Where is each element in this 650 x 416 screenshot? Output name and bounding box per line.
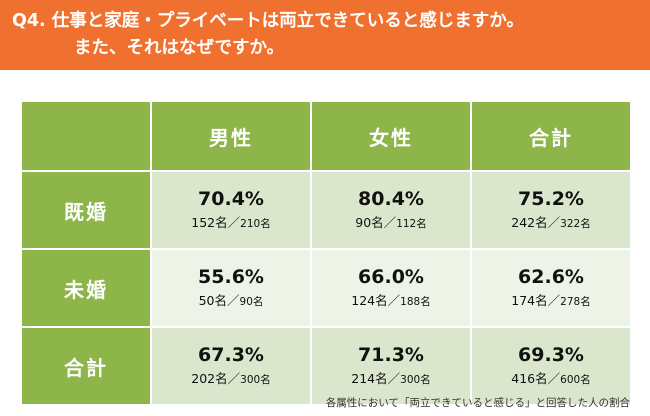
respondent-count: 124名／188名 xyxy=(312,291,470,312)
yes-count: 416名 xyxy=(511,370,548,386)
table-header-row: 男性 女性 合計 xyxy=(22,102,630,170)
table-corner-cell xyxy=(22,102,150,170)
percentage-value: 75.2% xyxy=(518,187,584,210)
percentage-value: 80.4% xyxy=(358,187,424,210)
count-separator: ／ xyxy=(387,370,401,386)
yes-count: 152名 xyxy=(191,214,228,230)
row-header-married: 既婚 xyxy=(22,172,150,248)
respondent-count: 174名／278名 xyxy=(472,291,630,312)
table-row-total: 合計 67.3% 202名／300名 71.3% 214名／300名 69.3%… xyxy=(22,328,630,404)
row-header-total: 合計 xyxy=(22,328,150,404)
respondent-count: 214名／300名 xyxy=(312,369,470,390)
respondent-count: 242名／322名 xyxy=(472,213,630,234)
table-cell: 71.3% 214名／300名 xyxy=(312,328,470,404)
percentage-value: 62.6% xyxy=(518,265,584,288)
respondent-count: 416名／600名 xyxy=(472,369,630,390)
total-count: 188名 xyxy=(400,295,431,308)
question-header: Q4. 仕事と家庭・プライベートは両立できていると感じますか。 また、それはなぜ… xyxy=(0,0,650,70)
total-count: 90名 xyxy=(239,295,264,308)
table-row-married: 既婚 70.4% 152名／210名 80.4% 90名／112名 75.2% … xyxy=(22,172,630,248)
respondent-count: 50名／90名 xyxy=(152,291,310,312)
footnote: 各属性において「両立できていると感じる」と回答した人の割合 xyxy=(325,397,630,409)
respondent-count: 90名／112名 xyxy=(312,213,470,234)
respondent-count: 152名／210名 xyxy=(152,213,310,234)
total-count: 300名 xyxy=(240,373,271,386)
total-count: 600名 xyxy=(560,373,591,386)
table-cell: 67.3% 202名／300名 xyxy=(152,328,310,404)
column-header-male: 男性 xyxy=(152,102,310,170)
yes-count: 124名 xyxy=(351,292,388,308)
percentage-value: 67.3% xyxy=(198,343,264,366)
yes-count: 202名 xyxy=(191,370,228,386)
table-cell: 66.0% 124名／188名 xyxy=(312,250,470,326)
count-separator: ／ xyxy=(227,214,241,230)
percentage-value: 69.3% xyxy=(518,343,584,366)
percentage-value: 66.0% xyxy=(358,265,424,288)
respondent-count: 202名／300名 xyxy=(152,369,310,390)
count-separator: ／ xyxy=(547,370,561,386)
total-count: 278名 xyxy=(560,295,591,308)
table-cell: 70.4% 152名／210名 xyxy=(152,172,310,248)
yes-count: 214名 xyxy=(351,370,388,386)
column-header-female: 女性 xyxy=(312,102,470,170)
count-separator: ／ xyxy=(387,292,401,308)
table-cell: 62.6% 174名／278名 xyxy=(472,250,630,326)
total-count: 300名 xyxy=(400,373,431,386)
table-cell: 69.3% 416名／600名 xyxy=(472,328,630,404)
results-table: 男性 女性 合計 既婚 70.4% 152名／210名 80.4% 90名／11… xyxy=(20,100,632,406)
yes-count: 90名 xyxy=(355,214,384,230)
row-header-unmarried: 未婚 xyxy=(22,250,150,326)
yes-count: 50名 xyxy=(198,292,227,308)
count-separator: ／ xyxy=(227,370,241,386)
total-count: 322名 xyxy=(560,217,591,230)
question-title-line-1: Q4. 仕事と家庭・プライベートは両立できていると感じますか。 xyxy=(12,11,524,31)
count-separator: ／ xyxy=(227,292,240,308)
percentage-value: 55.6% xyxy=(198,265,264,288)
column-header-total: 合計 xyxy=(472,102,630,170)
table-cell: 75.2% 242名／322名 xyxy=(472,172,630,248)
yes-count: 242名 xyxy=(511,214,548,230)
count-separator: ／ xyxy=(383,214,397,230)
table-row-unmarried: 未婚 55.6% 50名／90名 66.0% 124名／188名 62.6% 1… xyxy=(22,250,630,326)
total-count: 210名 xyxy=(240,217,271,230)
count-separator: ／ xyxy=(547,214,561,230)
count-separator: ／ xyxy=(547,292,561,308)
percentage-value: 71.3% xyxy=(358,343,424,366)
table-cell: 80.4% 90名／112名 xyxy=(312,172,470,248)
percentage-value: 70.4% xyxy=(198,187,264,210)
table-cell: 55.6% 50名／90名 xyxy=(152,250,310,326)
yes-count: 174名 xyxy=(511,292,548,308)
question-title-line-2: また、それはなぜですか。 xyxy=(74,38,285,58)
total-count: 112名 xyxy=(396,217,427,230)
